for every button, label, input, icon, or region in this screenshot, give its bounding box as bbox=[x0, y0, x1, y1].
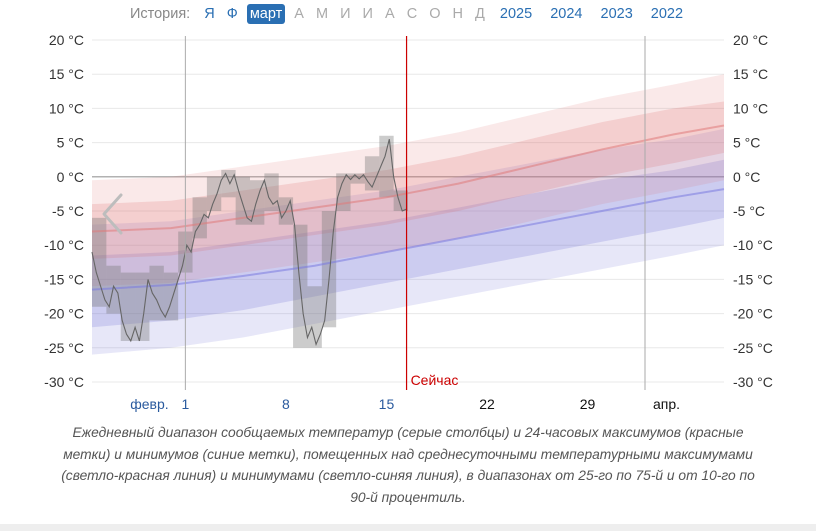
y-tick-left: -10 °C bbox=[44, 237, 84, 253]
x-tick-label: 15 bbox=[379, 396, 395, 412]
year-link-2025[interactable]: 2025 bbox=[499, 6, 533, 22]
daily-range-bar bbox=[264, 173, 279, 211]
month-jul: И bbox=[362, 6, 373, 22]
year-link-2023[interactable]: 2023 bbox=[600, 6, 633, 22]
daily-range-bar bbox=[235, 176, 250, 225]
x-tick-label: 8 bbox=[282, 396, 290, 412]
bottom-strip bbox=[0, 524, 816, 531]
daily-range-bar bbox=[350, 173, 365, 184]
y-tick-right: -30 °C bbox=[733, 374, 773, 390]
low-band-10-90 bbox=[92, 128, 724, 355]
daily-range-bar bbox=[149, 265, 164, 321]
chart-caption: Ежедневный диапазон сообщаемых температу… bbox=[61, 425, 755, 505]
history-label: История: bbox=[129, 6, 191, 22]
y-tick-left: 10 °C bbox=[49, 100, 84, 116]
daily-range-bar bbox=[379, 135, 394, 198]
temperature-chart: 20 °C15 °C10 °C5 °C0 °C-5 °C-10 °C-15 °C… bbox=[44, 32, 773, 412]
daily-range-bar bbox=[92, 217, 107, 307]
avg-low-line bbox=[91, 188, 725, 291]
low-band-25-75 bbox=[92, 159, 724, 328]
y-tick-right: 20 °C bbox=[733, 32, 768, 48]
y-tick-left: -25 °C bbox=[44, 340, 84, 356]
x-tick-label: апр. bbox=[653, 396, 680, 412]
y-tick-left: 5 °C bbox=[57, 135, 84, 151]
grid-lines bbox=[92, 39, 724, 383]
month-nov: Н bbox=[452, 6, 464, 22]
month-selected-mar[interactable]: март bbox=[246, 4, 286, 24]
daily-range-bar bbox=[135, 272, 150, 341]
y-tick-left: -5 °C bbox=[52, 203, 84, 219]
x-axis: февр. 1 8 15 22 29 апр. bbox=[130, 396, 680, 412]
x-tick-label: 22 bbox=[479, 396, 495, 412]
month-link-jan[interactable]: Я bbox=[204, 6, 215, 22]
y-tick-left: 20 °C bbox=[49, 32, 84, 48]
year-link-2022[interactable]: 2022 bbox=[650, 6, 684, 22]
daily-range-bar bbox=[163, 272, 179, 321]
y-tick-left: 0 °C bbox=[57, 169, 84, 185]
series-lines bbox=[91, 124, 725, 347]
year-link-2024[interactable]: 2024 bbox=[550, 6, 583, 22]
y-tick-left: -30 °C bbox=[44, 374, 84, 390]
daily-range-bar bbox=[206, 176, 222, 211]
y-tick-right: 5 °C bbox=[733, 135, 760, 151]
observed-temperature-line bbox=[91, 139, 407, 347]
chevron-left-icon[interactable] bbox=[102, 193, 123, 235]
month-apr: А bbox=[294, 6, 304, 22]
y-tick-right: -10 °C bbox=[733, 237, 773, 253]
high-band-10-90 bbox=[92, 74, 724, 287]
month-jun: И bbox=[340, 6, 351, 22]
history-nav: История: Я Ф март А М И И А С О Н Д 2025… bbox=[0, 4, 816, 28]
vertical-markers bbox=[184, 36, 646, 390]
y-axis-left: 20 °C 15 °C 10 °C 5 °C 0 °C -5 °C -10 °C -15 °C… bbox=[44, 32, 84, 390]
x-tick-label: февр. bbox=[130, 396, 168, 412]
y-axis-right: 20 °C 15 °C 10 °C 5 °C 0 °C -5 °C -10 °C -15 °C… bbox=[733, 32, 773, 390]
daily-range-bar bbox=[307, 286, 322, 348]
y-tick-right: -25 °C bbox=[733, 340, 773, 356]
y-tick-left: -20 °C bbox=[44, 306, 84, 322]
daily-range-bar bbox=[120, 272, 136, 341]
y-tick-left: -15 °C bbox=[44, 271, 84, 287]
daily-range-bars bbox=[92, 135, 408, 348]
daily-range-bar bbox=[192, 197, 207, 239]
daily-range-bar bbox=[221, 169, 236, 198]
percentile-bands bbox=[92, 74, 724, 355]
month-sep: С bbox=[406, 6, 418, 22]
y-tick-right: -20 °C bbox=[733, 306, 773, 322]
y-tick-right: 0 °C bbox=[733, 169, 760, 185]
month-aug: А bbox=[385, 6, 395, 22]
y-tick-right: -5 °C bbox=[733, 203, 765, 219]
y-tick-right: 15 °C bbox=[733, 66, 768, 82]
month-link-feb[interactable]: Ф bbox=[226, 6, 238, 22]
daily-range-bar bbox=[364, 156, 380, 191]
x-tick-label: 1 bbox=[181, 396, 189, 412]
x-tick-label: 29 bbox=[580, 396, 596, 412]
y-tick-right: -15 °C bbox=[733, 271, 773, 287]
now-label: Сейчас bbox=[411, 372, 459, 388]
avg-high-line bbox=[91, 124, 725, 233]
y-tick-right: 10 °C bbox=[733, 100, 768, 116]
daily-range-bar bbox=[336, 173, 351, 211]
y-tick-left: 15 °C bbox=[49, 66, 84, 82]
month-oct: О bbox=[429, 6, 441, 22]
month-dec: Д bbox=[475, 6, 485, 22]
month-may: М bbox=[315, 6, 329, 22]
